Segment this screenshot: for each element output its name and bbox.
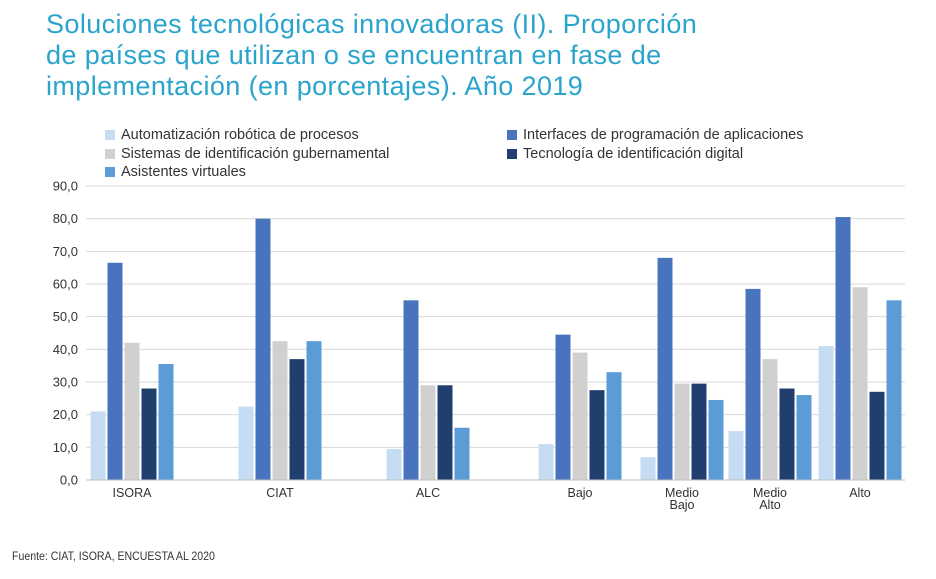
bar <box>708 399 724 480</box>
legend-label: Sistemas de identificación gubernamental <box>121 146 390 162</box>
bar <box>90 411 106 480</box>
x-tick-label: ISORA <box>113 486 153 500</box>
bar <box>640 457 656 480</box>
bar <box>869 391 885 480</box>
bar <box>886 300 902 480</box>
legend-item-virtual-assistants: Asistentes virtuales <box>105 163 246 181</box>
legend-item-robotic-automation: Automatización robótica de procesos <box>105 126 359 144</box>
bar <box>538 444 554 480</box>
chart-title: Soluciones tecnológicas innovadoras (II)… <box>46 9 866 102</box>
y-tick-label: 0,0 <box>60 473 78 488</box>
x-tick-label-line: Bajo <box>567 486 592 500</box>
y-tick-label: 10,0 <box>53 440 78 455</box>
chart-legend: Automatización robótica de procesos Inte… <box>105 126 905 186</box>
bar <box>674 383 690 480</box>
legend-label: Tecnología de identificación digital <box>523 146 744 162</box>
y-tick-label: 50,0 <box>53 309 78 324</box>
bar <box>835 217 851 481</box>
bar <box>289 359 305 480</box>
x-tick-label-line: CIAT <box>266 486 294 500</box>
legend-swatch <box>105 167 115 177</box>
bar <box>589 390 605 480</box>
bar <box>403 300 419 480</box>
y-tick-label: 90,0 <box>53 179 78 194</box>
bar <box>238 406 254 480</box>
x-tick-label-line: Alto <box>759 498 781 512</box>
bar <box>272 341 288 480</box>
x-tick-label-line: Medio <box>665 486 699 500</box>
bar <box>124 342 140 480</box>
bar <box>454 427 470 480</box>
x-tick-label: Medio Bajo <box>665 486 699 512</box>
y-tick-label: 20,0 <box>53 407 78 422</box>
y-tick-label: 30,0 <box>53 375 78 390</box>
x-tick-label: Alto <box>849 486 871 500</box>
bar <box>306 341 322 480</box>
x-tick-label-line: ALC <box>416 486 440 500</box>
title-line-1: Soluciones tecnológicas innovadoras (II)… <box>46 9 698 39</box>
x-tick-label: Bajo <box>567 486 592 500</box>
bar <box>141 388 157 480</box>
bar <box>762 359 778 480</box>
x-tick-label-line: Bajo <box>669 498 694 512</box>
bar <box>158 364 174 480</box>
x-tick-label: Medio Alto <box>753 486 787 512</box>
x-tick-label-line: ISORA <box>113 486 153 500</box>
bar <box>745 288 761 480</box>
legend-item-gov-id-systems: Sistemas de identificación gubernamental <box>105 145 389 163</box>
y-tick-label: 80,0 <box>53 211 78 226</box>
bar <box>420 385 436 480</box>
y-tick-label: 70,0 <box>53 244 78 259</box>
legend-label: Interfaces de programación de aplicacion… <box>523 127 804 143</box>
legend-swatch <box>507 149 517 159</box>
x-tick-label: CIAT <box>266 486 294 500</box>
bar <box>818 346 834 480</box>
source-note: Fuente: CIAT, ISORA, ENCUESTA AL 2020 <box>12 549 215 563</box>
bar <box>779 388 795 480</box>
title-line-2: de países que utilizan o se encuentran e… <box>46 40 662 70</box>
bar <box>728 431 744 480</box>
legend-item-digital-id-tech: Tecnología de identificación digital <box>507 145 743 163</box>
legend-swatch <box>507 130 517 140</box>
bar <box>555 334 571 480</box>
legend-swatch <box>105 149 115 159</box>
bar <box>437 385 453 480</box>
bar <box>572 352 588 480</box>
x-tick-label-line: Medio <box>753 486 787 500</box>
legend-label: Automatización robótica de procesos <box>121 127 359 143</box>
bar <box>852 287 868 480</box>
bar <box>796 395 812 480</box>
title-line-3: implementación (en porcentajes). Año 201… <box>46 71 584 101</box>
bar <box>657 257 673 480</box>
bar <box>255 218 271 480</box>
legend-swatch <box>105 130 115 140</box>
bar <box>386 448 402 480</box>
x-tick-label: ALC <box>416 486 440 500</box>
y-tick-label: 60,0 <box>53 277 78 292</box>
bar <box>691 383 707 480</box>
bar <box>107 262 123 480</box>
y-tick-label: 40,0 <box>53 342 78 357</box>
bar <box>606 372 622 480</box>
legend-label: Asistentes virtuales <box>121 164 246 180</box>
legend-item-apis: Interfaces de programación de aplicacion… <box>507 126 804 144</box>
x-tick-label-line: Alto <box>849 486 871 500</box>
